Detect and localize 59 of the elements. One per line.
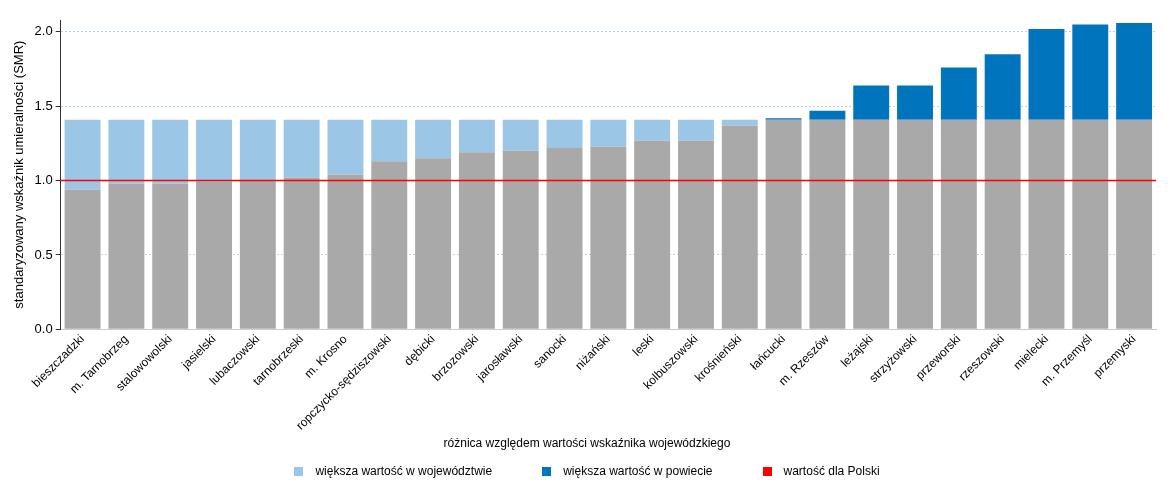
bar — [678, 140, 714, 329]
bar — [634, 119, 671, 141]
bar — [1116, 119, 1153, 329]
y-tick-label: 0.0 — [34, 320, 53, 336]
bar — [721, 119, 758, 126]
bar — [327, 119, 364, 175]
bar — [371, 161, 408, 329]
bar — [196, 119, 232, 183]
bar — [590, 146, 627, 329]
bar — [502, 119, 539, 151]
bar — [152, 119, 189, 184]
bar — [940, 67, 977, 120]
bar — [546, 147, 583, 329]
bar — [239, 119, 276, 181]
bar — [809, 110, 846, 120]
bar — [152, 183, 189, 329]
bar — [897, 119, 933, 329]
bar — [458, 152, 495, 329]
bar — [196, 182, 232, 329]
bar — [64, 119, 101, 190]
legend-title: różnica względem wartości wskaźnika wojewódzkiego — [442, 436, 732, 450]
bar — [809, 119, 846, 329]
bar — [721, 125, 758, 329]
bar — [108, 183, 145, 329]
bar — [415, 119, 452, 159]
y-tick-label: 1.5 — [34, 97, 53, 113]
bar — [64, 189, 101, 329]
bar — [1116, 22, 1153, 120]
bar — [546, 119, 583, 148]
y-tick-label: 0.5 — [34, 246, 53, 262]
bar — [897, 85, 933, 120]
bar — [371, 119, 408, 162]
bar — [1072, 24, 1109, 120]
bar — [283, 177, 320, 329]
bar — [108, 119, 145, 184]
bar — [940, 119, 977, 329]
bar — [1072, 119, 1109, 329]
bar — [239, 180, 276, 329]
bar — [765, 119, 802, 329]
legend-label: wartość dla Polski — [783, 464, 880, 478]
bar — [415, 158, 452, 329]
bar — [590, 119, 627, 147]
bar — [458, 119, 495, 153]
y-axis-title: standaryzowany wskaźnik umieralności (SMR) — [11, 40, 27, 309]
bar — [984, 54, 1021, 120]
bar — [853, 119, 890, 329]
legend-label: większa wartość w powiecie — [563, 464, 713, 478]
bar — [1028, 119, 1065, 329]
bar — [502, 150, 539, 329]
bar — [283, 119, 320, 178]
legend-label: większa wartość w województwie — [315, 464, 493, 478]
bar — [984, 119, 1021, 329]
bar — [1028, 28, 1065, 120]
bar — [634, 140, 671, 329]
bar — [327, 174, 364, 329]
bar — [853, 85, 890, 120]
y-tick-label: 1.0 — [34, 172, 53, 188]
bar — [678, 119, 714, 141]
y-tick-label: 2.0 — [34, 23, 53, 39]
